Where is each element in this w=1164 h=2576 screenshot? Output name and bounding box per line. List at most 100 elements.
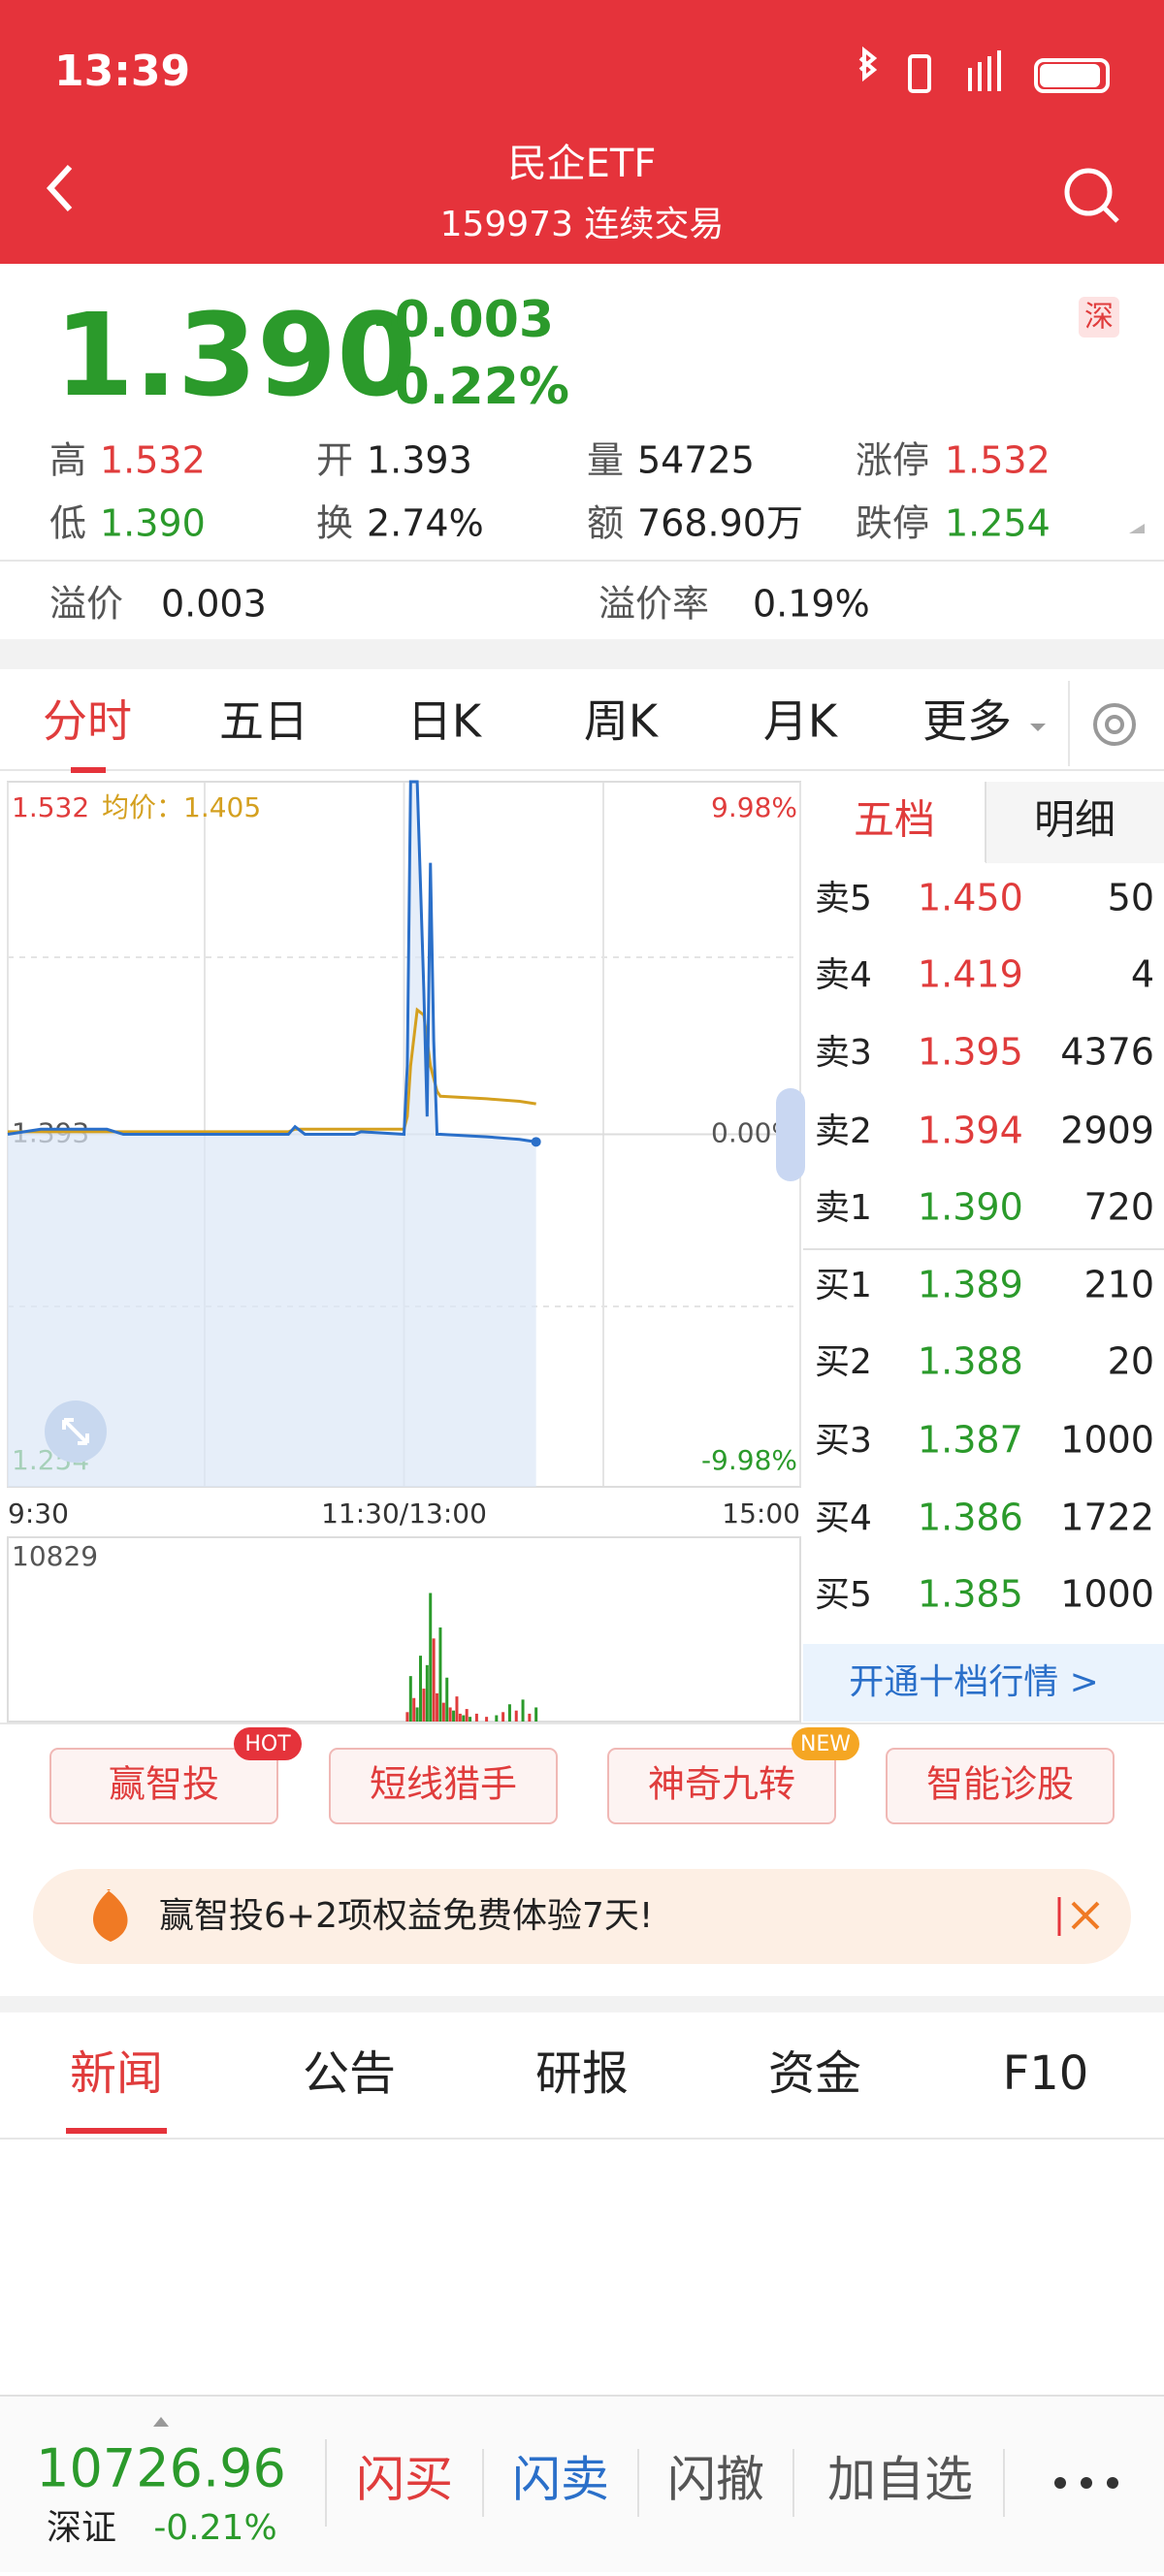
band [0, 639, 1164, 669]
tab[interactable]: 更多 [922, 695, 1012, 748]
badge: NEW [800, 1732, 851, 1756]
tab[interactable]: 分时 [43, 695, 132, 748]
tab[interactable]: 周K [584, 695, 660, 748]
feature-button[interactable] [329, 1748, 558, 1824]
action-button[interactable]: 闪卖 [512, 2452, 609, 2508]
volume-bar [474, 1713, 478, 1722]
book-volume: 1722 [1060, 1497, 1154, 1539]
volume-bar [436, 1692, 439, 1722]
banner-text[interactable]: 赢智投6+2项权益免费体验7天! [159, 1896, 653, 1936]
badge-bg [792, 1727, 859, 1760]
bottom-bar [0, 2396, 1164, 2572]
volume-bar [429, 1593, 433, 1722]
volume-bar [465, 1709, 469, 1722]
tab-underline [66, 2128, 167, 2134]
more-link[interactable]: 开通十档行情 > [849, 1662, 1099, 1702]
action-button[interactable]: 加自选 [827, 2452, 973, 2508]
volume-frame [7, 1536, 801, 1723]
volume-bar [441, 1702, 445, 1722]
volume-bar [534, 1707, 538, 1722]
news-tab[interactable]: 新闻 [70, 2046, 163, 2101]
index-change: -0.21% [153, 2508, 276, 2548]
feature-label[interactable]: 智能诊股 [926, 1763, 1074, 1806]
stat-value: 1.254 [945, 502, 1051, 545]
expand-arrow[interactable] [1129, 524, 1145, 533]
book-label: 买5 [815, 1575, 872, 1615]
book-label: 卖1 [815, 1188, 872, 1228]
feature-label[interactable]: 神奇九转 [648, 1763, 795, 1806]
fullscreen-button[interactable] [45, 1401, 107, 1463]
up-arrow [153, 2417, 169, 2427]
book-label: 卖3 [815, 1033, 872, 1073]
last-point [531, 1137, 541, 1147]
tab-bg[interactable] [986, 782, 1164, 863]
volume-bar [501, 1712, 505, 1722]
book-volume: 4 [1131, 953, 1154, 996]
news-tab[interactable]: F10 [1003, 2046, 1089, 2101]
book-volume: 1000 [1060, 1419, 1154, 1462]
more-button[interactable] [1054, 2477, 1118, 2489]
tab[interactable]: 五日 [219, 695, 308, 748]
features [49, 1727, 1115, 1824]
stat-value: 54725 [637, 439, 755, 482]
volume-bar [495, 1715, 499, 1722]
side-handle[interactable] [776, 1088, 805, 1181]
volume-bar [405, 1712, 409, 1722]
book-volume: 210 [1083, 1264, 1154, 1306]
book-price: 1.388 [918, 1340, 1023, 1383]
action-button[interactable]: 闪撤 [667, 2452, 764, 2508]
search-button[interactable] [1064, 168, 1119, 223]
book-label: 卖5 [815, 879, 872, 918]
feature-label[interactable]: 赢智投 [109, 1763, 219, 1806]
book-tab[interactable]: 五档 [854, 796, 935, 844]
news-tab[interactable]: 资金 [768, 2046, 861, 2101]
y2-tick-label: 9.98% [711, 791, 797, 823]
volume-bar [448, 1707, 452, 1722]
tab[interactable]: 日K [407, 695, 483, 748]
stat-label: 低 [49, 502, 86, 545]
volume-bar [445, 1677, 449, 1722]
volume-bar [432, 1638, 436, 1722]
news-tab[interactable]: 公告 [303, 2046, 396, 2101]
close-button[interactable] [1071, 1901, 1100, 1930]
book-label: 买3 [815, 1421, 872, 1461]
book-price: 1.386 [918, 1497, 1023, 1539]
volume-bar [514, 1710, 518, 1722]
volume-bar [485, 1717, 489, 1722]
premium-label: 溢价率 [598, 583, 709, 626]
action-button[interactable]: 闪买 [356, 2452, 453, 2508]
fire-icon [93, 1889, 128, 1942]
feature-button[interactable] [49, 1748, 278, 1824]
price: 1.390 [54, 288, 416, 422]
intraday-chart: 9:3011:30/13:0015:001.2541.3931.532-9.98… [7, 780, 801, 1530]
volume-bar [438, 1627, 442, 1722]
stat-label: 开 [316, 439, 353, 482]
tab-underline [71, 767, 106, 773]
book-price: 1.385 [918, 1573, 1023, 1616]
price-line [7, 780, 536, 1143]
news-tab[interactable]: 研报 [535, 2046, 629, 2101]
volume-bar [408, 1676, 412, 1722]
x-tick-label: 11:30/13:00 [321, 1497, 487, 1530]
stat-value: 1.390 [100, 502, 206, 545]
title: 民企ETF [508, 142, 657, 186]
book-label: 卖4 [815, 955, 872, 995]
book-label: 卖2 [815, 1111, 872, 1151]
stat-label: 额 [587, 502, 624, 545]
banner-bg[interactable] [33, 1869, 1131, 1964]
back-button[interactable] [46, 164, 73, 212]
x-tick-label: 15:00 [722, 1497, 800, 1530]
stat-label: 高 [49, 439, 86, 482]
premium-value: 0.003 [161, 583, 267, 626]
book-price: 1.387 [918, 1419, 1023, 1462]
feature-label[interactable]: 短线猎手 [370, 1763, 517, 1806]
subtitle: 159973 连续交易 [440, 205, 725, 244]
book-tab[interactable]: 明细 [1034, 796, 1116, 844]
y-tick-label: 1.532 [12, 791, 89, 823]
settings-button[interactable] [1093, 703, 1136, 746]
feature-button[interactable] [886, 1748, 1115, 1824]
index-value: 10726.96 [36, 2438, 286, 2499]
more-bg[interactable] [803, 1644, 1164, 1722]
feature-button[interactable] [607, 1748, 836, 1824]
tab[interactable]: 月K [763, 695, 839, 748]
